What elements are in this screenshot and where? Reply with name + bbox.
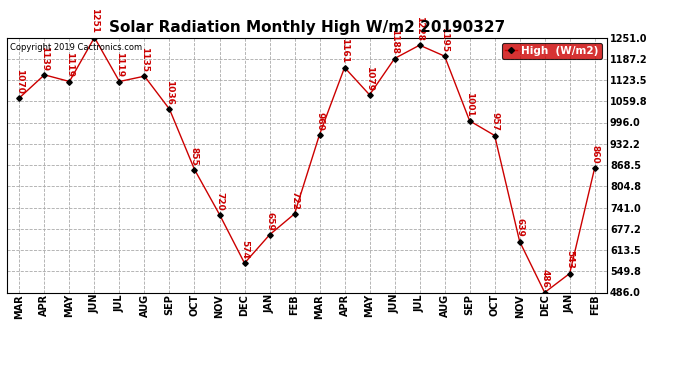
Text: 1135: 1135: [140, 47, 149, 72]
Text: 1161: 1161: [340, 38, 349, 63]
Text: 1228: 1228: [415, 16, 424, 41]
Text: 1139: 1139: [40, 45, 49, 70]
Text: 543: 543: [565, 251, 574, 269]
Text: 1119: 1119: [115, 52, 124, 77]
Text: 860: 860: [590, 145, 599, 164]
Text: 1036: 1036: [165, 80, 174, 105]
Text: 639: 639: [515, 219, 524, 237]
Text: 486: 486: [540, 270, 549, 288]
Text: 1251: 1251: [90, 8, 99, 33]
Text: 720: 720: [215, 192, 224, 210]
Text: 1119: 1119: [65, 52, 74, 77]
Text: 1001: 1001: [465, 92, 474, 117]
Text: 722: 722: [290, 191, 299, 210]
Text: 1070: 1070: [15, 69, 24, 94]
Text: Copyright 2019 Cactronics.com: Copyright 2019 Cactronics.com: [10, 43, 142, 52]
Legend: High  (W/m2): High (W/m2): [502, 43, 602, 59]
Text: 1188: 1188: [390, 29, 399, 54]
Text: 1195: 1195: [440, 27, 449, 52]
Title: Solar Radiation Monthly High W/m2 20190327: Solar Radiation Monthly High W/m2 201903…: [109, 20, 505, 35]
Text: 960: 960: [315, 112, 324, 130]
Text: 659: 659: [265, 212, 274, 231]
Text: 1079: 1079: [365, 66, 374, 91]
Text: 855: 855: [190, 147, 199, 165]
Text: 574: 574: [240, 240, 249, 259]
Text: 957: 957: [490, 112, 499, 131]
